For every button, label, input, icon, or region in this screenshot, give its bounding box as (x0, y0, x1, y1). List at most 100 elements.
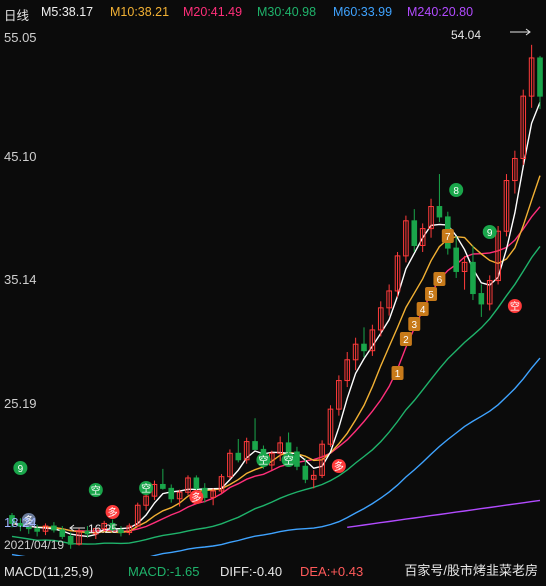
signal-badge-label: 6 (437, 275, 443, 286)
ma20-label: M20:41.49 (183, 5, 243, 19)
signal-badge[interactable]: 5 (425, 287, 438, 301)
candle (185, 475, 191, 495)
signal-badge[interactable]: 多 (189, 490, 204, 504)
high-price-label: 54.04 (451, 28, 481, 42)
signal-badge[interactable]: 多 (105, 505, 120, 519)
candle (17, 518, 24, 532)
candle (160, 468, 166, 490)
signal-badge-label: 空 (510, 300, 520, 313)
ma240-line (347, 499, 541, 528)
candle (461, 255, 468, 290)
signal-badge[interactable]: 7 (441, 229, 454, 243)
candle (394, 251, 401, 298)
signal-badge-label: 多 (108, 506, 118, 519)
candle (285, 432, 292, 456)
signal-badge[interactable]: 空 (281, 453, 296, 467)
candle (201, 483, 208, 503)
diff-value: DIFF:-0.40 (220, 564, 283, 579)
candle (344, 351, 351, 388)
candle (176, 489, 183, 507)
price-label-4: 25.19 (4, 396, 37, 411)
candle (336, 375, 342, 416)
ma-legend: 日线 M5:38.17 M10:38.21 M20:41.49 M30:40.9… (0, 0, 546, 26)
signal-badge-label: 3 (412, 320, 418, 331)
candle (34, 524, 40, 537)
signal-badge[interactable]: 9 (13, 461, 28, 475)
signal-badge[interactable]: 多 (331, 459, 346, 473)
macd-bar: MACD(11,25,9) MACD:-1.65 DIFF:-0.40 DEA:… (0, 556, 546, 586)
candle (453, 236, 459, 278)
date-label: 2021/04/19 (4, 538, 65, 552)
candle (386, 284, 392, 316)
signal-badge-label: 空 (284, 454, 294, 467)
candle (277, 436, 283, 462)
signal-badge-label: 5 (428, 290, 434, 301)
signal-badge-label: 空 (91, 484, 101, 497)
signal-badge-label: 7 (445, 232, 451, 243)
signal-badge-label: 空 (141, 482, 151, 495)
price-label-3: 35.14 (4, 272, 37, 287)
candle (243, 437, 250, 464)
price-label-2: 45.10 (4, 149, 37, 164)
candle (252, 418, 258, 450)
candle (486, 275, 493, 311)
candle (411, 209, 418, 252)
candle (377, 301, 384, 337)
signal-badge[interactable]: 3 (408, 317, 421, 331)
candle (151, 480, 158, 501)
signal-badge[interactable]: 多 (21, 513, 36, 527)
ma30-label: M30:40.98 (257, 5, 317, 19)
candle (310, 470, 317, 489)
signal-badge-label: 空 (258, 454, 268, 467)
candle (369, 324, 376, 356)
candle (478, 284, 485, 317)
high-arrow-head (525, 28, 531, 36)
candle (495, 226, 501, 285)
signal-badge-label: 9 (18, 464, 24, 475)
signal-badge[interactable]: 1 (391, 366, 404, 380)
candle (76, 528, 82, 546)
low-price-label: 16.25 (88, 522, 118, 536)
left-value-label: 18.24 (4, 515, 37, 530)
candle (9, 513, 15, 528)
signal-badge[interactable]: 空 (256, 453, 271, 467)
macd-title[interactable]: MACD(11,25,9) (4, 564, 94, 579)
candle (59, 526, 66, 540)
ma30-line (11, 245, 541, 545)
signal-badge-label: 2 (403, 335, 409, 346)
ma5-line (11, 101, 541, 538)
ma10-label: M10:38.21 (110, 5, 170, 19)
candle (352, 337, 359, 371)
candle (126, 523, 133, 536)
watermark: 百家号/股市烤韭菜老房 (404, 563, 538, 578)
candle (537, 55, 543, 110)
macd-value: MACD:-1.65 (128, 564, 200, 579)
ma20-line (11, 206, 541, 533)
candle (428, 198, 434, 238)
signal-badge[interactable]: 6 (433, 272, 446, 286)
signal-badge[interactable]: 空 (507, 299, 522, 313)
candle (361, 327, 367, 358)
signal-badge[interactable]: 2 (399, 332, 412, 346)
candle (143, 493, 149, 511)
signal-badge[interactable]: 空 (139, 481, 154, 495)
ma60-label: M60:33.99 (333, 5, 393, 19)
candle (42, 523, 49, 536)
period-label[interactable]: 日线 (4, 9, 30, 23)
candle (193, 475, 200, 493)
signal-badge[interactable]: 空 (88, 483, 103, 497)
price-label-top: 55.05 (4, 30, 37, 45)
signal-badge-label: 9 (487, 228, 493, 239)
candle (520, 89, 527, 165)
ma10-line (11, 175, 541, 534)
candle (436, 174, 443, 223)
candle (134, 502, 141, 528)
candle (118, 526, 124, 537)
candle (419, 223, 426, 252)
signal-badge[interactable]: 4 (416, 302, 429, 316)
signal-badge-label: 多 (334, 460, 344, 473)
signal-badge[interactable]: 9 (482, 225, 497, 239)
candle (218, 474, 225, 494)
signal-badge[interactable]: 8 (449, 183, 464, 197)
